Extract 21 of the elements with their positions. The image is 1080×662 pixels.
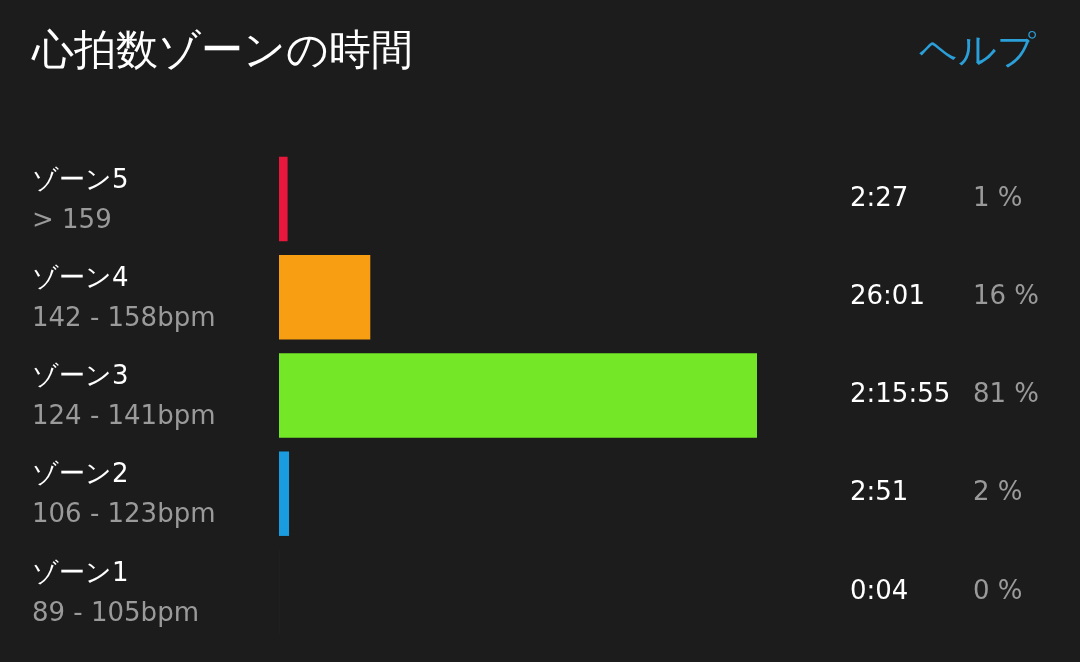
text: 1 % xyxy=(973,181,1023,212)
text: 0:04 xyxy=(850,574,909,605)
text: 2:27 xyxy=(850,181,909,212)
text: 2:15:55 xyxy=(850,378,951,409)
y-tick-label: ゾーン4 142 - 158bpm xyxy=(32,262,216,333)
y-tick-label: ゾーン5 > 159 xyxy=(32,163,129,234)
bar xyxy=(279,255,371,340)
y-tick-label: ゾーン1 89 - 105bpm xyxy=(32,556,199,627)
text: ヘルプ xyxy=(919,27,1036,74)
text: 26:01 xyxy=(850,280,925,311)
bar xyxy=(279,451,290,536)
text: 2 % xyxy=(973,476,1023,507)
text: 16 % xyxy=(973,280,1040,311)
y-tick-label: ゾーン3 124 - 141bpm xyxy=(32,360,216,431)
text: 81 % xyxy=(973,378,1040,409)
y-tick-label: ゾーン2 106 - 123bpm xyxy=(32,458,216,529)
bar xyxy=(279,353,757,438)
text: 2:51 xyxy=(850,476,909,507)
chart-title: 心拍数ゾーンの時間 xyxy=(32,24,413,76)
bar xyxy=(279,156,288,242)
text: 0 % xyxy=(973,574,1023,605)
